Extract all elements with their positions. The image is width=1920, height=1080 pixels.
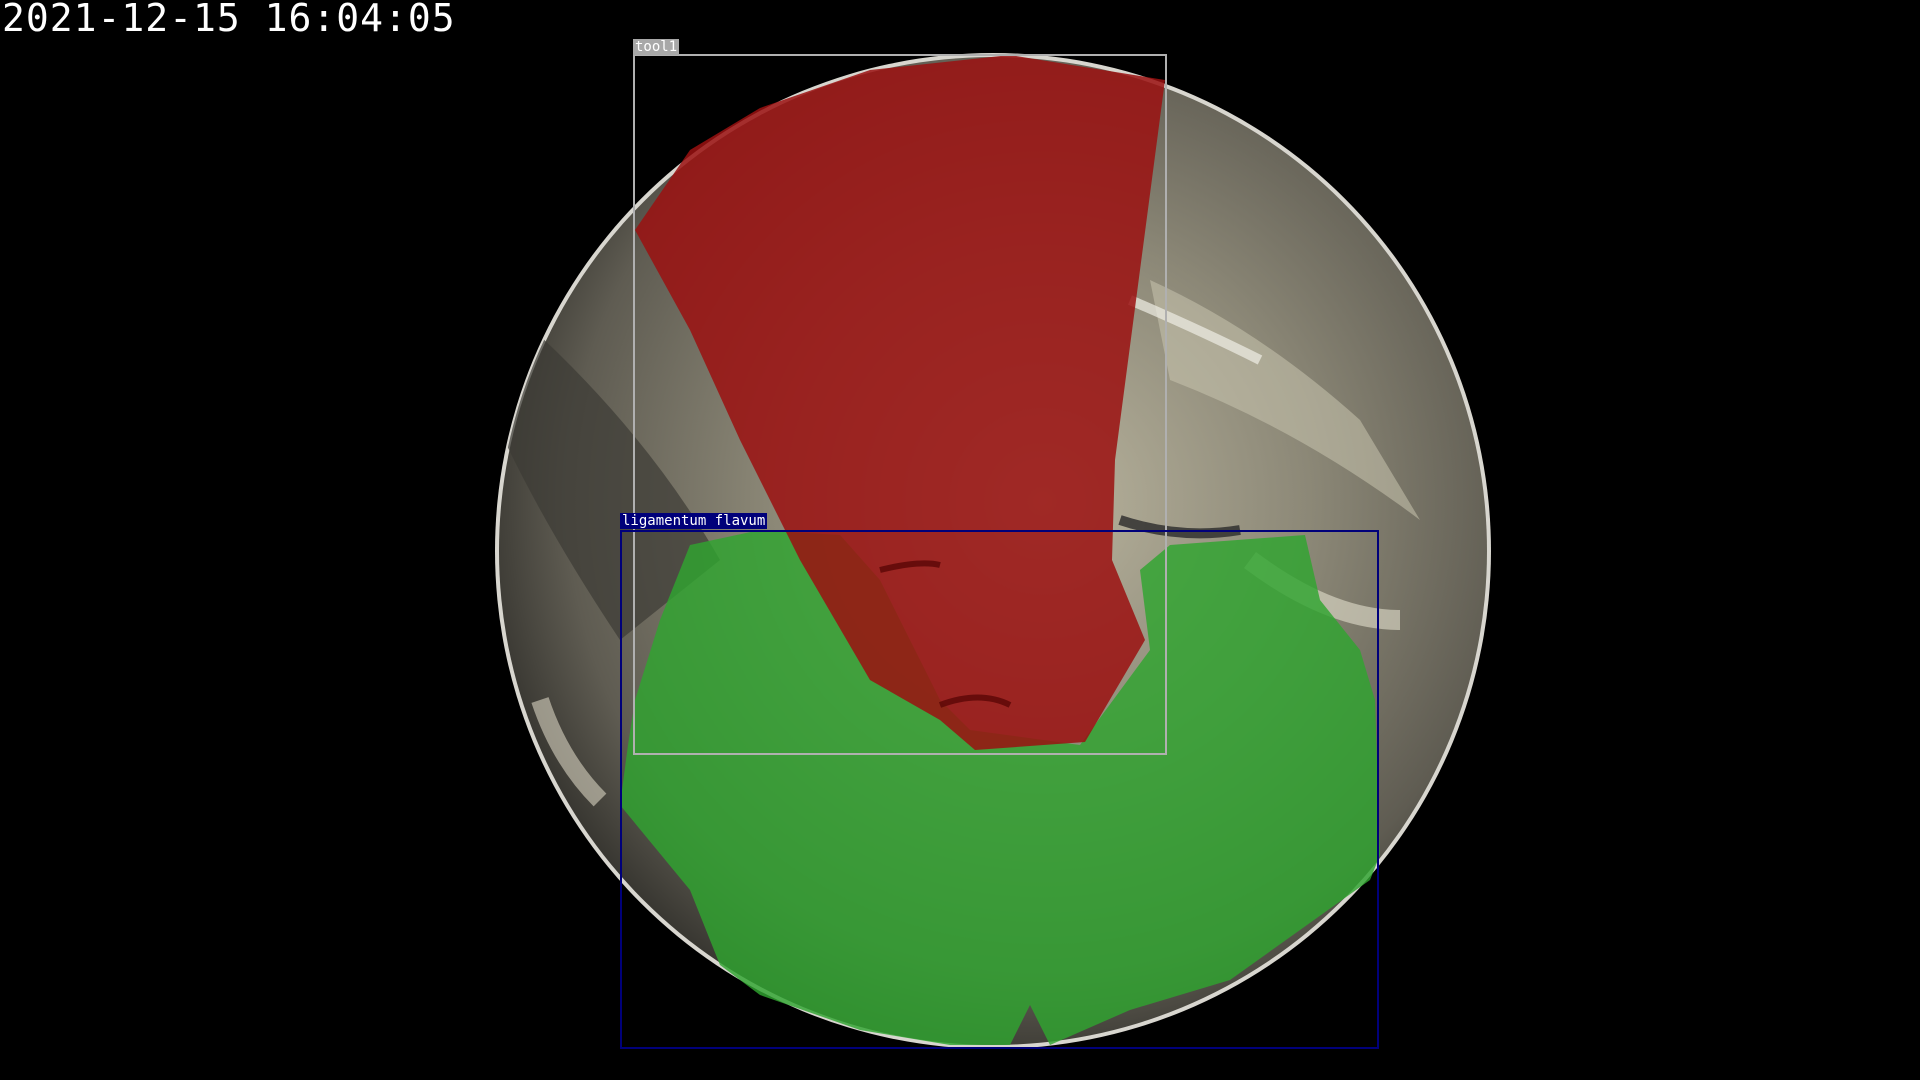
ligamentum-flavum-mask bbox=[620, 530, 1380, 1045]
ligamentum-flavum-bounding-box bbox=[620, 530, 1379, 1049]
ligamentum-flavum-label: ligamentum flavum bbox=[620, 513, 768, 529]
tool1-bounding-box bbox=[633, 54, 1167, 755]
tool1-mask bbox=[635, 55, 1165, 750]
timestamp: 2021-12-15 16:04:05 bbox=[2, 0, 456, 40]
tool1-label: tool1 bbox=[633, 39, 680, 55]
